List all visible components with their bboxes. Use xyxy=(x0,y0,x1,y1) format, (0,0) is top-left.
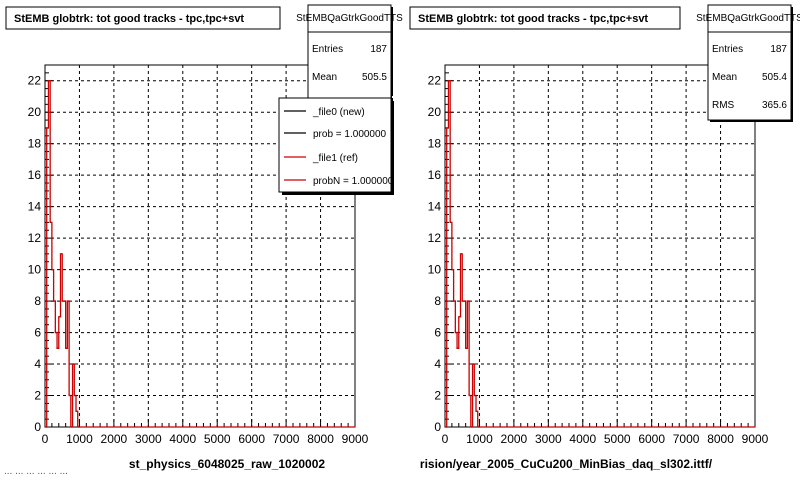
x-tick-label: 8000 xyxy=(307,432,334,446)
x-tick-label: 0 xyxy=(442,432,449,446)
stats-box-name: StEMBQaGtrkGoodTTS xyxy=(296,13,403,24)
x-tick-label: 1000 xyxy=(466,432,493,446)
x-tick-label: 4000 xyxy=(569,432,596,446)
y-tick-label: 10 xyxy=(428,263,442,277)
y-tick-label: 6 xyxy=(434,326,441,340)
stats-value: 365.6 xyxy=(762,100,787,111)
y-tick-label: 14 xyxy=(428,200,442,214)
stats-box xyxy=(307,4,392,109)
legend-entry: _file0 (new) xyxy=(312,107,365,118)
y-tick-label: 0 xyxy=(434,420,441,434)
x-tick-label: 1000 xyxy=(66,432,93,446)
stats-label: Entries xyxy=(312,44,343,55)
x-tick-label: 5000 xyxy=(204,432,231,446)
stats-label: Entries xyxy=(712,44,743,55)
stats-value: 187 xyxy=(770,44,787,55)
stats-label: Mean xyxy=(312,72,337,83)
x-tick-label: 4000 xyxy=(169,432,196,446)
y-tick-label: 8 xyxy=(434,294,441,308)
x-axis-label: rision/year_2005_CuCu200_MinBias_daq_sl3… xyxy=(420,457,713,471)
legend-entry: _file1 (ref) xyxy=(312,153,358,164)
y-tick-label: 2 xyxy=(34,389,41,403)
y-tick-label: 14 xyxy=(28,200,42,214)
stats-value: 505.4 xyxy=(762,72,787,83)
stats-value: 505.5 xyxy=(362,72,387,83)
y-tick-label: 18 xyxy=(28,137,42,151)
x-tick-label: 0 xyxy=(42,432,49,446)
x-axis-label: st_physics_6048025_raw_1020002 xyxy=(129,457,325,471)
y-tick-label: 22 xyxy=(428,74,442,88)
y-tick-label: 16 xyxy=(28,168,42,182)
chart-title: StEMB globtrk: tot good tracks - tpc,tpc… xyxy=(418,13,648,25)
x-tick-label: 2000 xyxy=(501,432,528,446)
y-tick-label: 20 xyxy=(28,105,42,119)
x-tick-label: 6000 xyxy=(238,432,265,446)
x-tick-label: 9000 xyxy=(742,432,769,446)
y-tick-label: 6 xyxy=(34,326,41,340)
stats-label: Mean xyxy=(712,72,737,83)
stats-label: RMS xyxy=(712,100,735,111)
y-tick-label: 4 xyxy=(34,357,41,371)
y-tick-label: 8 xyxy=(34,294,41,308)
y-tick-label: 0 xyxy=(34,420,41,434)
y-tick-label: 12 xyxy=(428,231,442,245)
x-tick-label: 6000 xyxy=(638,432,665,446)
legend-entry: prob = 1.000000 xyxy=(313,129,387,140)
stats-value: 187 xyxy=(370,44,387,55)
x-tick-label: 2000 xyxy=(101,432,128,446)
x-tick-label: 9000 xyxy=(342,432,369,446)
x-tick-label: 3000 xyxy=(535,432,562,446)
plot-frame xyxy=(444,64,756,428)
legend-entry: probN = 1.000000 xyxy=(313,176,394,187)
y-tick-label: 4 xyxy=(434,357,441,371)
x-tick-label: 8000 xyxy=(707,432,734,446)
legend-box xyxy=(278,97,392,193)
chart-title: StEMB globtrk: tot good tracks - tpc,tpc… xyxy=(14,13,244,25)
x-tick-label: 3000 xyxy=(135,432,162,446)
histogram-panel-1: 0 1000 2000 3000 4000 5000 6000 7000 8000 9000 0 2 4… xyxy=(5,4,403,471)
stats-box xyxy=(707,4,792,121)
title-box xyxy=(409,6,681,30)
x-tick-label: 5000 xyxy=(604,432,631,446)
stats-box-name: StEMBQaGtrkGoodTTS xyxy=(696,13,800,24)
y-tick-label: 16 xyxy=(428,168,442,182)
y-tick-label: 18 xyxy=(428,137,442,151)
footer-text: ... ... ... ... ... ... xyxy=(4,466,68,477)
x-tick-label: 7000 xyxy=(273,432,300,446)
legend-edge xyxy=(392,96,394,98)
y-tick-label: 22 xyxy=(28,74,42,88)
y-tick-label: 2 xyxy=(434,389,441,403)
y-tick-label: 12 xyxy=(28,231,42,245)
y-tick-label: 20 xyxy=(428,105,442,119)
y-tick-label: 10 xyxy=(28,263,42,277)
x-tick-label: 7000 xyxy=(673,432,700,446)
histogram-panel-2: 0 1000 2000 3000 4000 5000 6000 7000 8000 9000 0 2 4… xyxy=(409,4,800,471)
title-box xyxy=(5,6,281,30)
